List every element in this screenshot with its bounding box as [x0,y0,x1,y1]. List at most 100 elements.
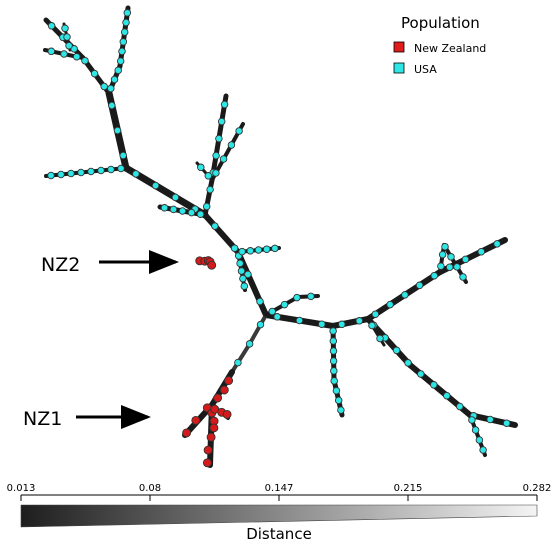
usa-node [119,151,127,160]
usa-node [456,402,464,411]
usa-node [215,134,223,143]
tree-edge [230,343,251,374]
usa-node [60,50,68,58]
usa-node [461,255,470,264]
nz2-label: NZ2 [41,254,80,276]
usa-node [386,300,394,309]
usa-node [268,307,276,316]
usa-node [235,127,243,135]
usa-node [178,207,187,215]
usa-node [108,101,116,110]
nz-node [224,376,234,386]
usa-node [57,170,65,179]
distance-gradient-wedge [20,504,538,528]
usa-node [330,367,338,375]
usa-node [404,359,412,367]
usa-node [118,47,126,56]
usa-node [132,170,140,178]
usa-node [329,327,337,335]
usa-node [219,155,228,163]
nz1-label: NZ1 [23,408,62,430]
usa-node [438,250,447,259]
usa-node [392,346,401,355]
usa-node [475,436,484,444]
usa-node [107,84,115,93]
usa-node [295,316,304,325]
usa-node [47,47,56,56]
usa-node [459,273,467,281]
nz-node [209,423,219,433]
usa-node [67,169,75,178]
nz2-annotation: NZ2 [41,250,179,276]
usa-node [47,22,56,30]
usa-node [169,205,178,214]
legend-swatch-new-zealand [393,41,405,53]
usa-node [212,151,220,160]
usa-node [87,167,95,176]
usa-node [329,357,338,365]
usa-node [262,245,271,253]
usa-node [329,337,338,345]
nz-node [213,393,223,403]
usa-node [415,281,424,290]
usa-node [47,171,55,180]
usa-node [113,126,122,135]
usa-node [468,416,476,424]
nz-node [182,428,192,438]
usa-node [77,168,85,177]
usa-node [107,165,115,174]
legend-title: Population [401,14,480,32]
usa-node [486,415,494,424]
usa-node [72,52,81,61]
usa-node [119,38,128,46]
usa-node [239,274,247,283]
tree-nodes [47,9,511,468]
usa-node [471,426,480,434]
usa-node [217,117,226,126]
distance-title: Distance [246,525,312,543]
usa-node [493,240,501,248]
usa-node [318,320,326,328]
nz-node [191,415,201,425]
usa-node [479,446,487,454]
usa-node [230,244,239,252]
distance-tick-1: 0.08 [139,483,161,494]
usa-node [477,247,486,256]
nz1-annotation: NZ1 [23,405,151,430]
distance-tick-4: 0.282 [523,483,552,494]
usa-node [202,202,211,211]
usa-node [187,208,196,217]
usa-node [204,172,213,180]
usa-node [211,222,219,230]
usa-node [236,259,244,268]
usa-node [90,69,99,78]
nz-node [219,385,229,395]
usa-node [212,169,220,177]
usa-node [293,293,301,302]
usa-node [97,166,105,175]
usa-node [443,391,451,400]
usa-node [244,270,252,279]
usa-node [502,419,511,427]
usa-node [206,185,214,194]
usa-node [151,181,160,190]
usa-node [453,263,461,271]
legend-label-usa: USA [414,63,437,76]
usa-node [116,57,125,65]
usa-node [437,262,445,270]
usa-node [117,164,125,173]
usa-node [371,310,380,318]
nz-node [202,458,212,468]
legend: Population New Zealand USA [393,14,486,76]
usa-node [447,253,455,261]
usa-node [171,193,180,202]
tree-edge [247,313,268,347]
usa-node [100,82,108,91]
legend-swatch-usa [393,62,405,74]
usa-node [338,320,346,329]
distance-tick-2: 0.147 [265,483,294,494]
legend-label-new-zealand: New Zealand [414,42,486,55]
distance-tick-0: 0.013 [7,483,36,494]
usa-node [368,321,376,330]
usa-node [329,347,338,355]
